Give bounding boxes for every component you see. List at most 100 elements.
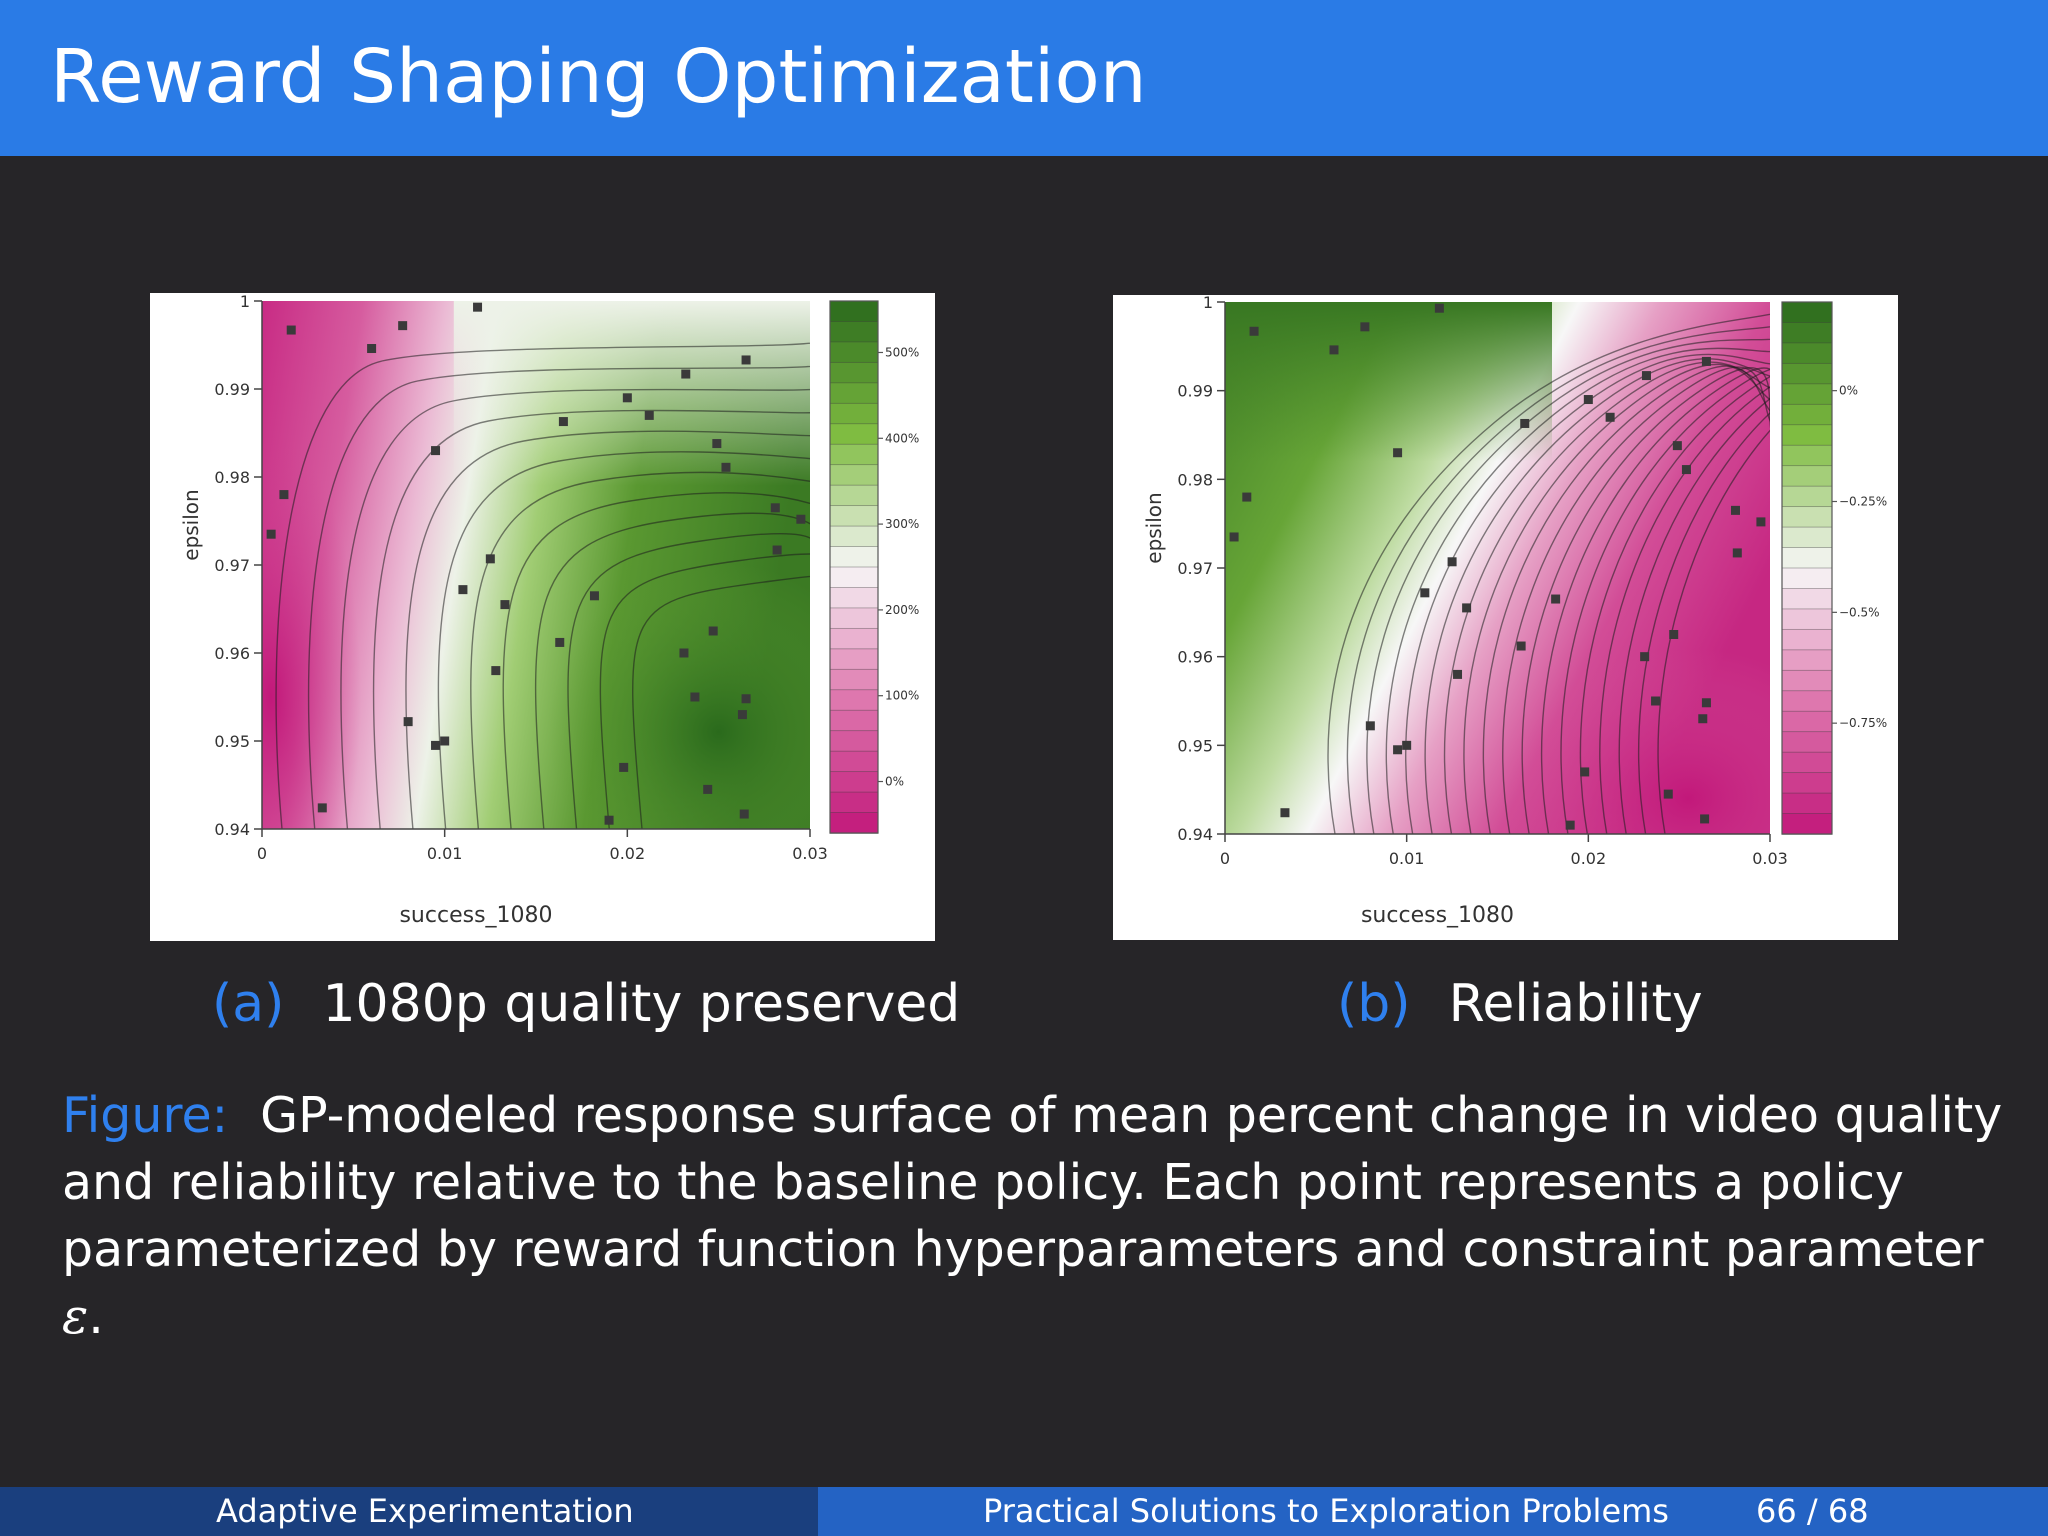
data-point — [690, 692, 700, 702]
colorbar-segment — [829, 361, 879, 384]
data-point — [1551, 594, 1561, 604]
colorbar-segment — [829, 505, 879, 527]
data-point — [558, 417, 568, 427]
y-tick-label: 0.98 — [214, 468, 250, 487]
x-tick-label: 0.01 — [1389, 849, 1425, 868]
colorbar-segment — [829, 300, 879, 323]
colorbar-segment — [829, 341, 879, 364]
data-point — [721, 462, 731, 472]
data-point — [1732, 548, 1742, 558]
data-point — [604, 815, 614, 825]
colorbar-segment — [829, 689, 879, 712]
y-tick-label: 0.97 — [1177, 559, 1213, 578]
data-point — [712, 439, 722, 449]
data-point — [1605, 412, 1615, 422]
colorbar-segment — [829, 321, 879, 343]
data-point — [485, 554, 495, 564]
colorbar-tick-label: 0% — [885, 775, 904, 789]
contour-line — [1327, 313, 1770, 834]
contour-line — [1463, 363, 1770, 834]
data-point — [1365, 721, 1375, 731]
colorbar-segment — [829, 648, 879, 671]
colorbar-segment — [1781, 731, 1833, 754]
x-tick-label: 0.02 — [610, 844, 646, 863]
subcaption-a-tag: (a) — [212, 974, 285, 1034]
data-point — [1453, 669, 1463, 679]
colorbar-tick-label: 200% — [885, 603, 919, 617]
colorbar-segment — [1781, 690, 1833, 713]
data-point — [1698, 714, 1708, 724]
data-point — [703, 784, 713, 794]
data-point — [772, 545, 782, 555]
data-point — [770, 503, 780, 513]
data-point — [1663, 789, 1673, 799]
data-point — [1434, 303, 1444, 313]
y-tick-label: 0.95 — [214, 732, 250, 751]
x-tick-label: 0.03 — [792, 844, 828, 863]
colorbar-segment — [1781, 322, 1833, 344]
colorbar-segment — [829, 464, 879, 487]
y-tick-label: 0.98 — [1177, 470, 1213, 489]
data-point — [741, 355, 751, 365]
data-point — [1701, 698, 1711, 708]
data-point — [1393, 745, 1403, 755]
contour-line — [1502, 366, 1770, 834]
data-point — [1672, 441, 1682, 451]
data-point — [1583, 395, 1593, 405]
colorbar-segment — [1781, 301, 1833, 324]
data-point — [1520, 418, 1530, 428]
x-tick-label: 0.01 — [427, 844, 463, 863]
surface-peak-a — [548, 562, 810, 829]
colorbar-segment — [1781, 342, 1833, 365]
contour-line — [1346, 326, 1770, 834]
contour-line — [275, 342, 810, 829]
colorbar-segment — [829, 423, 879, 446]
contour-line — [1599, 386, 1770, 834]
y-axis-label: epsilon — [1142, 492, 1166, 563]
data-point — [589, 591, 599, 601]
colorbar-segment — [829, 709, 879, 732]
y-tick-label: 1 — [1203, 295, 1213, 312]
contour-line — [307, 365, 810, 829]
colorbar-segment — [1781, 485, 1833, 508]
colorbar-segment — [829, 791, 879, 814]
colorbar-segment — [829, 627, 879, 650]
contour-line — [567, 532, 810, 829]
y-axis-label: epsilon — [179, 489, 203, 560]
subcaption-b-text: Reliability — [1448, 974, 1703, 1034]
contour-line — [1657, 429, 1770, 834]
colorbar-segment — [1781, 403, 1833, 426]
colorbar-tick-label: 300% — [885, 517, 919, 531]
x-axis-label: success_1080 — [399, 903, 552, 928]
slide-title: Reward Shaping Optimization — [50, 34, 1147, 120]
figure-label: Figure: — [62, 1087, 229, 1144]
data-point — [1681, 465, 1691, 475]
colorbar-tick-label: −0.25% — [1839, 495, 1887, 509]
data-point — [431, 446, 441, 456]
data-point — [1447, 557, 1457, 567]
y-tick-label: 0.99 — [1177, 382, 1213, 401]
contour-line — [470, 471, 810, 829]
colorbar-segment — [1781, 424, 1833, 447]
data-point — [317, 803, 327, 813]
y-tick-label: 0.97 — [214, 556, 250, 575]
chart-a: 0.94 0.95 0.96 0.97 0.98 0.99 1 0 0.01 0.02 0.03 su… — [179, 293, 919, 928]
data-point — [1580, 767, 1590, 777]
data-point — [622, 393, 632, 403]
x-tick-label: 0 — [1220, 849, 1230, 868]
data-point — [1516, 641, 1526, 651]
data-point — [440, 736, 450, 746]
data-point — [741, 694, 751, 704]
surface-top-b — [1225, 302, 1552, 834]
data-point — [679, 648, 689, 658]
y-tick-label: 1 — [240, 293, 250, 311]
colorbar-segment — [829, 484, 879, 507]
contour-line — [372, 409, 810, 829]
contour-line — [1540, 367, 1770, 834]
colorbar-segment — [829, 443, 879, 466]
colorbar-segment — [829, 587, 879, 609]
data-point — [1462, 603, 1472, 613]
data-point — [398, 321, 408, 331]
chart-b: 0.94 0.95 0.96 0.97 0.98 0.99 1 0 0.01 0.02 0.03 su… — [1142, 295, 1887, 928]
data-point — [431, 740, 441, 750]
